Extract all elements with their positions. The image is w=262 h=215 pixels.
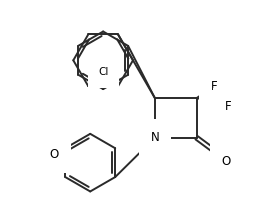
Text: O: O — [222, 155, 231, 168]
Text: F: F — [225, 100, 232, 112]
Text: Cl: Cl — [98, 67, 108, 77]
Text: N: N — [150, 131, 159, 144]
Text: F: F — [211, 80, 218, 93]
Text: O: O — [50, 148, 59, 161]
